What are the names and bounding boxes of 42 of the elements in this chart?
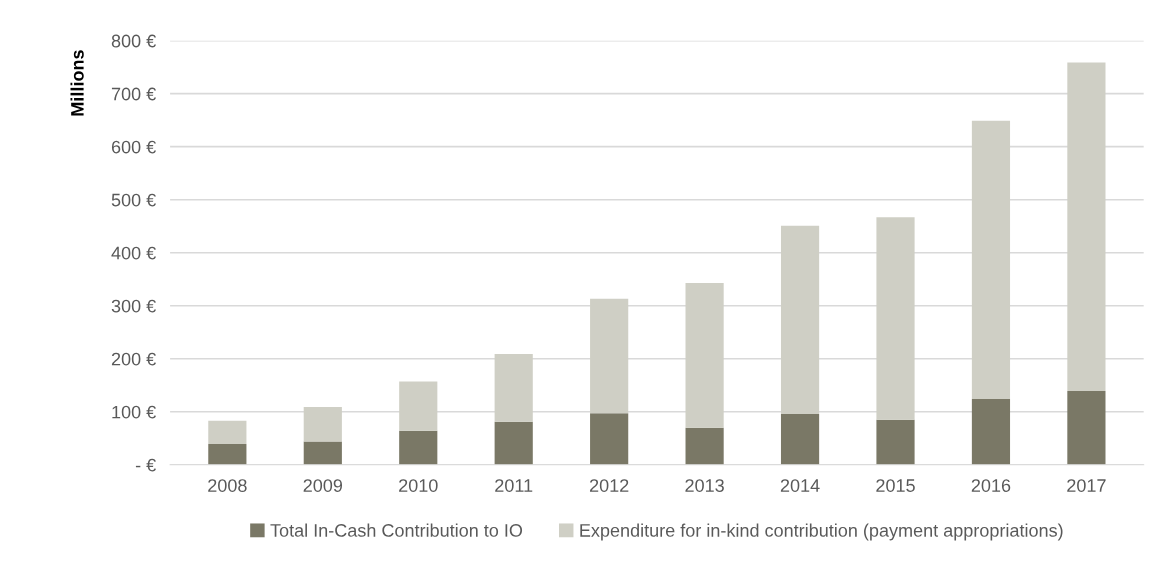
y-tick-label: - € xyxy=(135,458,156,472)
bar xyxy=(494,421,533,465)
bar xyxy=(780,413,820,465)
bar xyxy=(208,444,247,465)
y-tick-label: 800 € xyxy=(111,34,156,48)
x-tick-label: 2016 xyxy=(971,479,1011,492)
y-tick-label: 200 € xyxy=(111,352,156,366)
x-tick-label: 2017 xyxy=(1067,479,1106,492)
bar xyxy=(876,217,915,420)
bar xyxy=(303,407,342,442)
legend-label: Total In-Cash Contribution to IO xyxy=(270,523,523,537)
y-tick-label: 100 € xyxy=(112,405,156,419)
y-tick-label: 700 € xyxy=(111,87,156,101)
bar xyxy=(208,420,247,445)
bar xyxy=(685,427,724,465)
x-tick-label: 2015 xyxy=(876,479,915,492)
bar xyxy=(303,441,342,465)
x-tick-label: 2012 xyxy=(589,479,629,492)
bar xyxy=(494,354,533,422)
bar xyxy=(1067,391,1106,465)
y-tick-label: 600 € xyxy=(111,140,156,154)
x-tick-label: 2013 xyxy=(685,479,724,492)
bar xyxy=(685,282,724,428)
legend-label: Expenditure for in-kind contribution (payment appropriations) xyxy=(580,523,1063,541)
x-tick-label: 2009 xyxy=(303,479,343,492)
bar xyxy=(590,298,629,414)
y-tick-label: 400 € xyxy=(111,246,156,260)
x-tick-label: 2008 xyxy=(208,479,247,492)
y-tick-label: 300 € xyxy=(111,299,156,313)
bar xyxy=(876,419,915,465)
x-tick-label: 2010 xyxy=(399,479,438,492)
bar xyxy=(399,430,438,465)
bar xyxy=(971,120,1011,400)
x-tick-label: 2011 xyxy=(495,479,533,492)
x-tick-label: 2014 xyxy=(780,479,820,492)
y-axis-title: Millions xyxy=(70,50,84,116)
bar xyxy=(399,381,438,431)
bar xyxy=(590,413,629,465)
bar xyxy=(971,399,1011,465)
bar xyxy=(1067,62,1106,392)
y-tick-label: 500 € xyxy=(111,193,156,207)
bar xyxy=(780,225,820,414)
